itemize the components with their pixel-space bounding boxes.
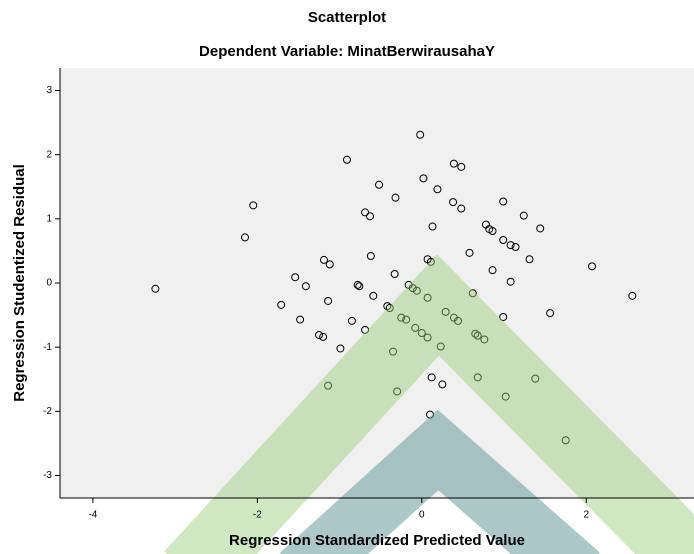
chart: Scatterplot Dependent Variable: MinatBer… (0, 0, 694, 554)
x-tick-label: 2 (583, 510, 589, 521)
chart-title: Scatterplot (308, 9, 386, 26)
y-tick-label: 2 (46, 149, 52, 160)
y-tick-label: 1 (46, 213, 52, 224)
chart-subtitle: Dependent Variable: MinatBerwirausahaY (199, 43, 495, 60)
y-tick-label: 0 (46, 278, 52, 289)
y-tick-label: -3 (43, 470, 52, 481)
x-tick-label: -4 (88, 510, 97, 521)
y-tick-label: -2 (43, 406, 52, 417)
x-tick-label: -2 (253, 510, 262, 521)
y-tick-label: 3 (46, 85, 52, 96)
x-axis-label: Regression Standardized Predicted Value (229, 532, 525, 549)
x-tick-label: 0 (419, 510, 425, 521)
y-tick-label: -1 (43, 342, 52, 353)
y-axis-label: Regression Studentized Residual (11, 164, 28, 402)
